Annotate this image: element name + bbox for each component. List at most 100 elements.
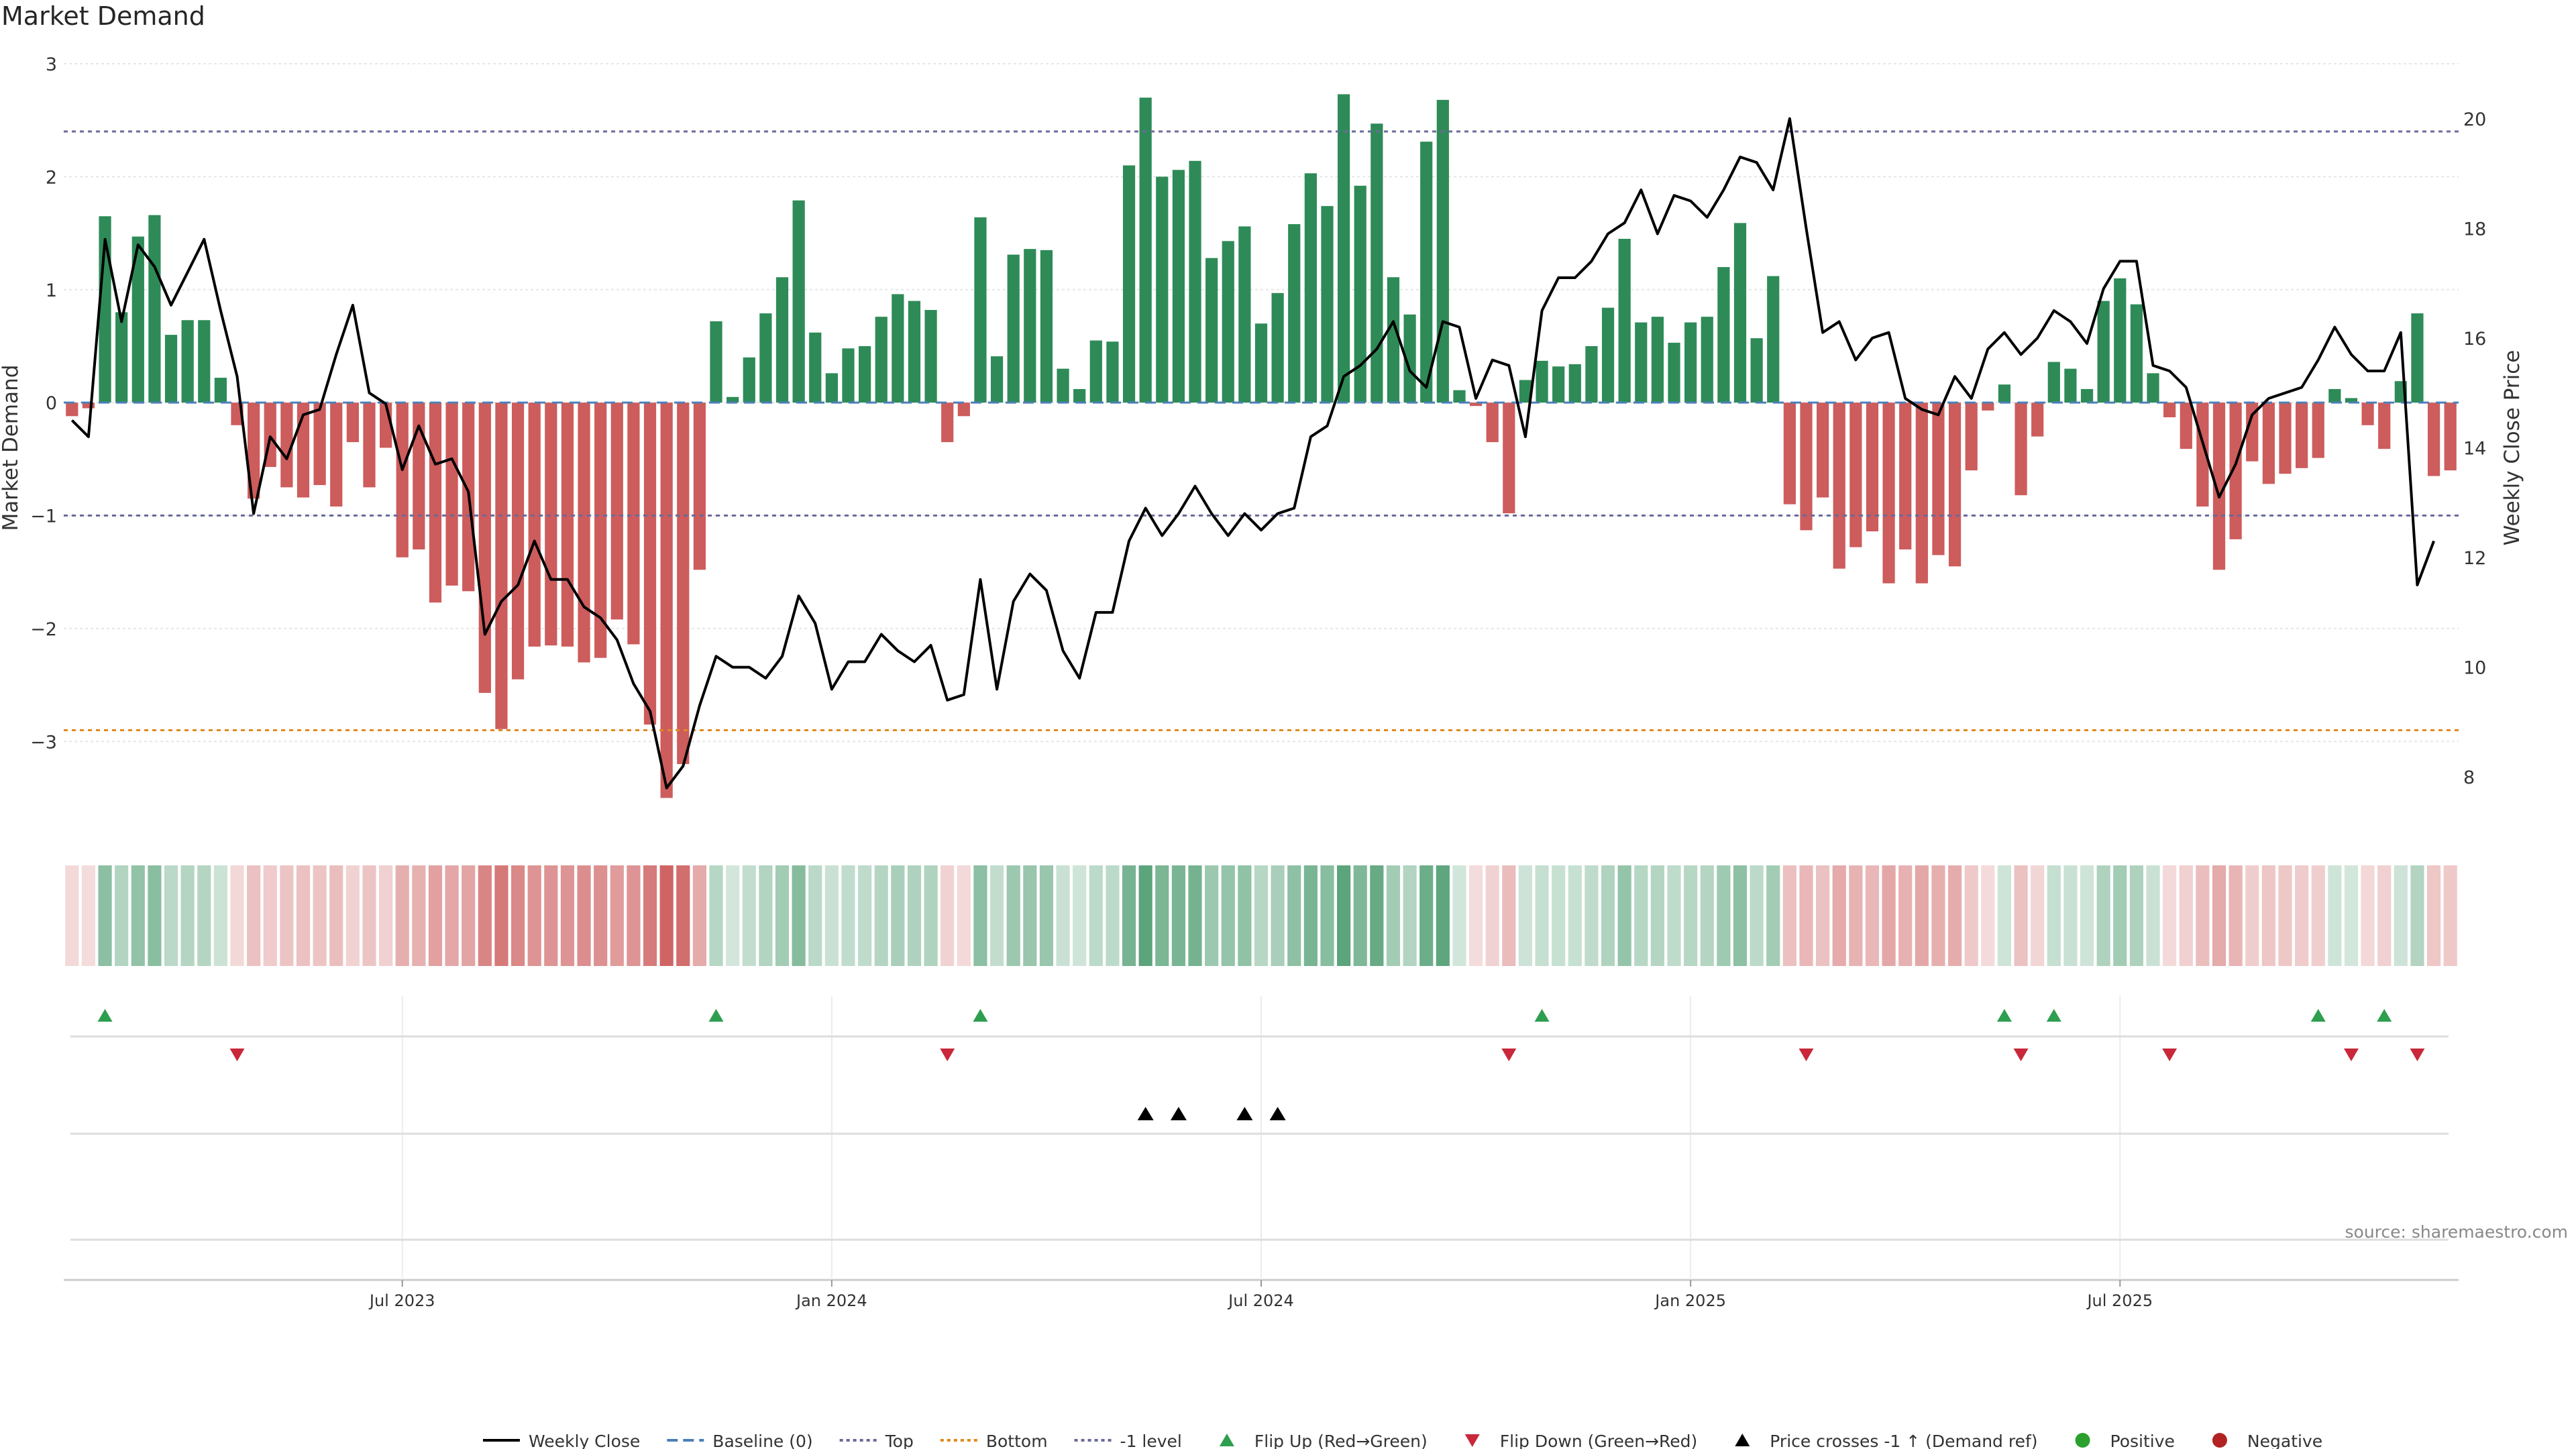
heat-strip-cell <box>1667 865 1681 966</box>
heat-strip-cell <box>197 865 211 966</box>
demand-bar <box>727 396 739 403</box>
y-left-axis-title: Market Demand <box>0 365 23 531</box>
heat-strip-cell <box>2179 865 2193 966</box>
x-tick-label: Jul 2025 <box>2086 1291 2153 1310</box>
heat-strip-cell <box>1799 865 1813 966</box>
heat-strip-cell <box>1684 865 1698 966</box>
heat-strip-cell <box>1370 865 1384 966</box>
y-right-tick-label: 12 <box>2463 548 2486 569</box>
demand-bar <box>181 320 194 403</box>
demand-bar <box>495 402 508 729</box>
heat-strip-cell <box>313 865 327 966</box>
demand-bar <box>957 402 970 417</box>
demand-bar <box>1998 384 2011 403</box>
demand-bar <box>627 402 640 645</box>
heat-strip-cell <box>1073 865 1087 966</box>
heat-strip-cell <box>180 865 195 966</box>
demand-bar <box>1106 341 1119 403</box>
demand-bar <box>1486 402 1499 443</box>
heat-strip-cell <box>478 865 492 966</box>
weekly-close-price-line <box>70 117 2435 790</box>
demand-bar <box>1948 402 1962 567</box>
demand-bar <box>2361 402 2374 425</box>
demand-bar <box>2031 402 2044 437</box>
heat-strip-cell <box>280 865 294 966</box>
heat-strip-cell <box>1188 865 1202 966</box>
heat-strip-cell <box>527 865 541 966</box>
y-right-axis-title: Weekly Close Price <box>2500 350 2524 546</box>
heat-strip-cell <box>462 865 476 966</box>
legend-label-bottom: Bottom <box>986 1432 1048 1449</box>
demand-bar <box>2279 402 2292 474</box>
demand-bar <box>511 402 525 680</box>
demand-bar <box>1635 322 1648 403</box>
legend-label-price-cross: Price crosses -1 ↑ (Demand ref) <box>1770 1432 2037 1449</box>
demand-bar <box>2163 402 2176 418</box>
heat-strip-cell <box>1947 865 1962 966</box>
heat-strip-cell <box>775 865 790 966</box>
heat-strip-cell <box>824 865 839 966</box>
demand-bar <box>1519 380 1532 403</box>
heat-strip-cell <box>494 865 508 966</box>
demand-bar <box>1436 99 1449 403</box>
heat-strip-cell <box>263 865 277 966</box>
heat-strip-cell <box>2113 865 2127 966</box>
legend-swatch-flip-up <box>1219 1434 1234 1446</box>
heat-strip-cell <box>1601 865 1615 966</box>
demand-bar <box>2130 304 2143 403</box>
demand-bar <box>545 402 557 646</box>
demand-bar <box>2180 402 2192 449</box>
heat-strip-cell <box>2245 865 2259 966</box>
heat-strip-cell <box>81 865 96 966</box>
heat-strip-cell <box>1221 865 1235 966</box>
y-right-tick-label: 10 <box>2463 658 2486 679</box>
legend-label-positive: Positive <box>2110 1432 2175 1449</box>
heat-strip-cell <box>544 865 558 966</box>
heat-strip-cell <box>2261 865 2275 966</box>
demand-bar <box>561 402 574 647</box>
demand-bar <box>1420 142 1433 403</box>
demand-bar <box>1469 402 1483 407</box>
heat-strip-cell <box>2278 865 2292 966</box>
source-label: source: sharemaestro.com <box>2345 1222 2569 1242</box>
heat-strip-cell <box>2361 865 2375 966</box>
y-right-tick-label: 8 <box>2463 767 2475 788</box>
demand-bar <box>1618 238 1631 403</box>
heat-strip-cell <box>2394 865 2408 966</box>
heat-strip-cell <box>1452 865 1466 966</box>
demand-bar <box>1387 277 1400 403</box>
demand-bar <box>660 402 673 798</box>
heat-strip-cell <box>1981 865 1995 966</box>
demand-bar <box>1932 402 1945 555</box>
demand-bar <box>1205 258 1218 403</box>
demand-bar <box>1040 250 1053 403</box>
demand-bar <box>1238 226 1251 403</box>
flip-up-marker <box>708 1009 724 1022</box>
legend-label-flip-down: Flip Down (Green→Red) <box>1500 1432 1698 1449</box>
demand-bar <box>1701 317 1713 403</box>
demand-bar <box>2427 402 2440 476</box>
heat-strip-cell <box>1898 865 1913 966</box>
demand-bar <box>1073 388 1086 403</box>
demand-bar <box>875 317 888 403</box>
heat-strip-cell <box>1403 865 1417 966</box>
heat-strip-cell <box>329 865 343 966</box>
y-left-tick-label: −1 <box>30 506 57 527</box>
demand-bar <box>1172 170 1185 403</box>
flip-down-marker <box>2410 1049 2425 1061</box>
heat-strip-cell <box>1436 865 1450 966</box>
heat-strip-cell <box>841 865 855 966</box>
demand-bar <box>363 402 376 488</box>
demand-bar <box>1585 345 1598 403</box>
flip-up-marker <box>2377 1009 2392 1022</box>
demand-bar <box>2262 402 2275 484</box>
y-left-tick-label: 2 <box>46 167 57 188</box>
heat-strip-cell <box>2212 865 2226 966</box>
demand-bar <box>1866 402 1879 532</box>
heat-strip-cell <box>362 865 376 966</box>
demand-bar <box>1089 340 1102 403</box>
demand-bar <box>710 321 722 403</box>
heat-strip-cell <box>560 865 575 966</box>
heat-strip-cell <box>1700 865 1714 966</box>
